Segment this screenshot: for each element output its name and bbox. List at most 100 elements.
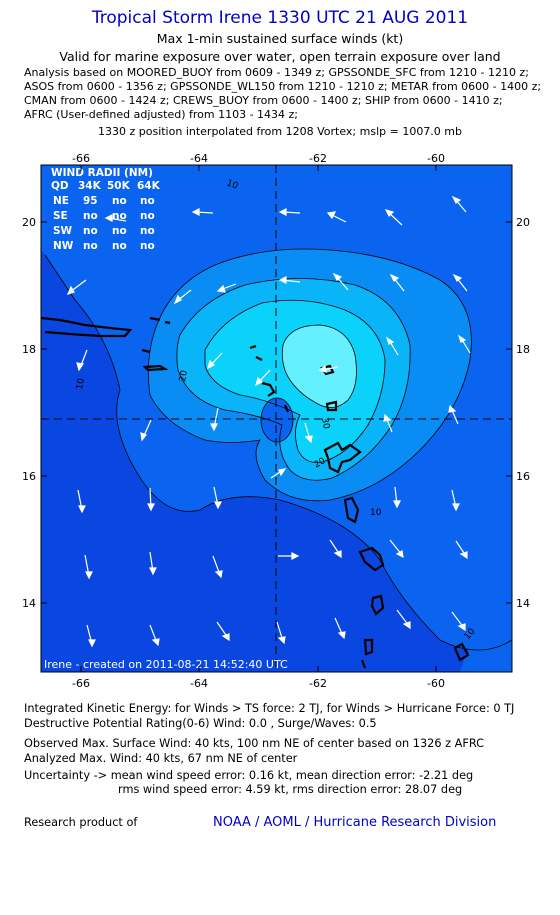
radii-value: no [140,225,155,237]
radii-value: no [83,210,98,222]
analyzed-max-line: Analyzed Max. Wind: 40 kts, 67 nm NE of … [24,752,298,765]
wind-arrow [448,404,459,425]
wind-arrow [396,609,411,630]
analysis-line: CMAN from 0600 - 1424 z; CREWS_BUOY from… [24,94,503,107]
wind-radii-title: WIND RADII (NM) [51,167,153,179]
radii-col-50k: 50K [107,180,131,192]
wind-arrow [216,621,230,642]
position-line: 1330 z position interpolated from 1208 V… [97,125,462,138]
wind-arrow [216,283,237,293]
lat-label: 14 [516,597,530,610]
wind-arrow [84,554,93,580]
lon-label: -60 [427,677,445,690]
wind-arrow [278,208,301,216]
wind-arrow [86,624,96,648]
radii-col-qd: QD [51,180,69,192]
lon-label: -66 [72,152,90,165]
wind-arrow [77,489,86,514]
wind-arrow [332,272,349,291]
grenadines [360,659,367,669]
wind-arrow [276,621,286,645]
wind-arrow [334,617,346,640]
longitude-labels: -66 -64 -62 -60 -66 -64 -62 -60 [72,152,445,690]
analysis-line: AFRC (User-defined adjusted) from 1103 -… [24,108,299,121]
st-croix [142,364,169,372]
wind-arrow [213,486,222,510]
wind-arrow [389,539,404,559]
wind-arrow [278,552,300,560]
wind-arrow [149,551,157,576]
analysis-line: Analysis based on MOORED_BUOY from 0609 … [24,66,529,79]
wind-arrow [304,422,313,444]
radii-quadrant: NW [53,240,74,252]
wind-arrow [173,289,192,305]
radii-value: 95 [83,195,98,207]
map-frame [40,164,513,673]
validity-note: Valid for marine exposure over water, op… [59,49,501,64]
wind-arrow [451,611,466,632]
wind-arrow [451,489,460,512]
wind-arrow [207,352,223,370]
lon-label: -64 [190,152,208,165]
wind-arrow [384,209,403,226]
research-label: Research product of [24,816,138,829]
wind-arrow [76,349,88,372]
contour-label: 10 [370,508,382,518]
wind-arrow [66,279,87,295]
radii-value: no [83,240,98,252]
lat-label: 16 [22,470,36,483]
storm-center-crosshair [41,165,512,672]
wind-map: 10 10 10 20 20 30 10 WIND RADII (NM) QD … [22,152,530,690]
wind-arrow [104,214,127,222]
contour-10kt-se [460,560,512,672]
lon-label: -62 [309,152,327,165]
contour-label: 20 [178,369,190,382]
radii-quadrant: SE [53,210,68,222]
barbados [453,642,470,662]
wind-arrow [140,419,152,442]
radii-value: no [83,225,98,237]
wind-arrow [329,539,342,559]
aoml-link[interactable]: NOAA / AOML / Hurricane Research Divisio… [213,815,497,830]
montserrat [283,404,290,413]
lat-label: 16 [516,470,530,483]
lon-label: -66 [72,677,90,690]
wind-arrow [278,276,301,284]
wind-radii-table: WIND RADII (NM) QD 34K 50K 64K NE 95 no … [51,167,161,252]
radii-value: no [112,210,127,222]
anguilla-stmartin [249,344,263,361]
radii-value: no [140,195,155,207]
wind-arrow [451,195,467,213]
dpr-line: Destructive Potential Rating(0-6) Wind: … [24,717,377,730]
map-title: Tropical Storm Irene 1330 UTC 21 AUG 201… [91,8,469,28]
wind-arrow [318,364,339,373]
antigua [325,400,338,412]
observed-max-line: Observed Max. Surface Wind: 40 kts, 100 … [24,737,485,750]
wind-arrow [385,336,399,356]
lon-label: -62 [309,677,327,690]
wind-arrow [149,624,160,647]
virgin-islands [141,316,171,354]
radii-quadrant: SW [53,225,73,237]
wind-arrows [66,195,471,648]
st-kitts [261,381,276,397]
wind-arrow [326,211,347,223]
wind-arrow [452,273,468,292]
radii-value: no [140,210,155,222]
wind-arrow [389,273,405,292]
lat-label: 20 [516,216,530,229]
wind-contours: 10 10 10 20 20 30 10 WIND RADII (NM) QD … [41,165,512,672]
martinique [358,546,385,572]
analysis-line: ASOS from 0600 - 1356 z; GPSSONDE_WL150 … [24,80,542,93]
map-subtitle: Max 1-min sustained surface winds (kt) [156,31,404,46]
radii-quadrant: NE [53,195,69,207]
st-vincent [363,638,374,656]
center-calm [261,398,293,442]
contour-label: 10 [225,178,239,191]
lat-label: 20 [22,216,36,229]
guadeloupe [323,441,362,474]
axis-ticks [41,165,512,672]
wind-arrow [191,208,214,216]
radii-value: no [140,240,155,252]
isotach-lines [44,248,512,651]
